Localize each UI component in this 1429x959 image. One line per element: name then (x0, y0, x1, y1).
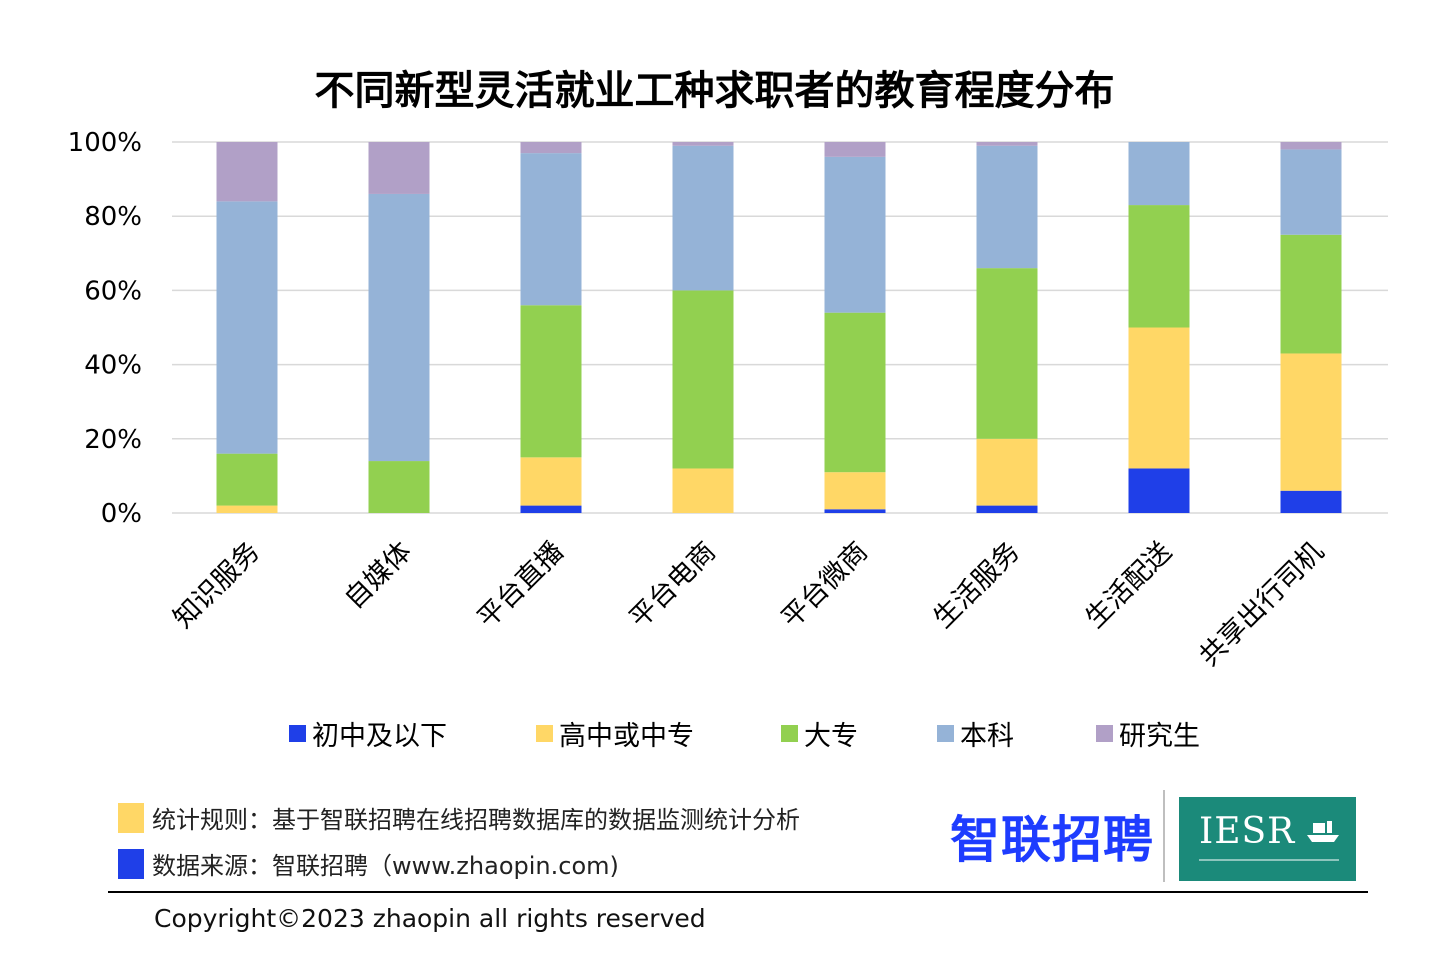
bar-segment (976, 505, 1038, 513)
bar-segment (1280, 149, 1342, 235)
y-tick-label: 20% (84, 425, 142, 455)
bar-segment (1280, 142, 1342, 150)
legend-swatch (536, 725, 553, 742)
bar-segment (1128, 205, 1190, 328)
legend-swatch (1096, 725, 1113, 742)
legend-swatch (937, 725, 954, 742)
legend-label: 本科 (960, 721, 1014, 752)
logo-divider (1163, 790, 1165, 882)
bar-segment (672, 468, 734, 513)
bar-segment (1128, 327, 1190, 469)
legend-label: 研究生 (1119, 721, 1200, 752)
bar-segment (824, 509, 886, 513)
bar-segment (368, 461, 430, 513)
x-tick-label: 生活配送 (1080, 536, 1178, 634)
legend-label: 初中及以下 (312, 721, 447, 752)
stacked-bar-chart: 0% 20% 40% 60% 80% 100% 知识服务 自媒体 平台直播 平台电商 平台微商 生活服… (68, 128, 1388, 673)
data-source-note: 数据来源：智联招聘（www.zhaopin.com) (118, 846, 619, 881)
footer-divider (108, 891, 1368, 893)
bar-segment (1280, 490, 1342, 513)
bar-segment (976, 145, 1038, 269)
bar-segment (824, 156, 886, 313)
x-tick-label: 平台电商 (624, 536, 722, 634)
x-tick-label: 平台微商 (776, 536, 874, 634)
bar-segment (520, 305, 582, 458)
boat-icon (1307, 821, 1339, 842)
bar-segment (368, 142, 430, 194)
zhaopin-logo: 智联招聘 (950, 811, 1154, 869)
legend-item: 高中或中专 (536, 714, 694, 753)
x-tick-label: 共享出行司机 (1193, 536, 1329, 672)
x-tick-label: 平台直播 (472, 536, 570, 634)
bar-segment (1280, 234, 1342, 354)
y-tick-label: 40% (84, 351, 142, 381)
legend-label: 高中或中专 (559, 721, 694, 752)
bar-segment (672, 142, 734, 146)
bar-segment (368, 193, 430, 462)
bar-segment (672, 145, 734, 291)
legend-item: 研究生 (1096, 714, 1200, 753)
bar-segment (520, 142, 582, 154)
bar-segment (824, 472, 886, 510)
bar-segment (672, 290, 734, 469)
bar-segment (824, 142, 886, 157)
x-tick-label: 生活服务 (928, 536, 1026, 634)
stat-rule-text: 统计规则：基于智联招聘在线招聘数据库的数据监测统计分析 (152, 806, 800, 834)
bar-segment (1280, 353, 1342, 491)
iesr-logo: IESR (1179, 797, 1356, 881)
note-swatch-yellow (118, 802, 144, 833)
bar-segment (824, 312, 886, 473)
copyright-text: Copyright©2023 zhaopin all rights reserv… (154, 904, 706, 933)
y-tick-label: 80% (84, 202, 142, 232)
legend-item: 初中及以下 (289, 714, 447, 753)
note-swatch-blue (118, 848, 144, 879)
bar-segment (1128, 142, 1190, 206)
y-tick-label: 100% (68, 128, 142, 158)
x-tick-label: 自媒体 (339, 536, 418, 615)
legend-label: 大专 (804, 721, 858, 752)
y-tick-label: 0% (101, 499, 142, 529)
bar-segment (520, 153, 582, 306)
legend-swatch (289, 725, 306, 742)
legend: 初中及以下 高中或中专 大专 本科 研究生 (0, 714, 1429, 754)
iesr-logo-text: IESR (1199, 811, 1296, 852)
bar-segment (216, 201, 278, 454)
legend-item: 大专 (781, 714, 858, 753)
y-tick-label: 60% (84, 276, 142, 306)
bar-segment (216, 453, 278, 506)
stat-rule-note: 统计规则：基于智联招聘在线招聘数据库的数据监测统计分析 (118, 800, 800, 835)
bar-segment (520, 505, 582, 513)
bar-segment (216, 505, 278, 513)
iesr-subline (1199, 859, 1339, 861)
bar-segment (976, 438, 1038, 506)
x-tick-label: 知识服务 (168, 536, 266, 634)
chart-title: 不同新型灵活就业工种求职者的教育程度分布 (314, 68, 1115, 114)
bar-segment (216, 142, 278, 202)
bar-segment (976, 268, 1038, 439)
bar-segment (520, 457, 582, 506)
legend-swatch (781, 725, 798, 742)
bar-segment (976, 142, 1038, 146)
legend-item: 本科 (937, 714, 1014, 753)
data-source-text: 数据来源：智联招聘（www.zhaopin.com) (152, 852, 619, 880)
bar-segment (1128, 468, 1190, 513)
